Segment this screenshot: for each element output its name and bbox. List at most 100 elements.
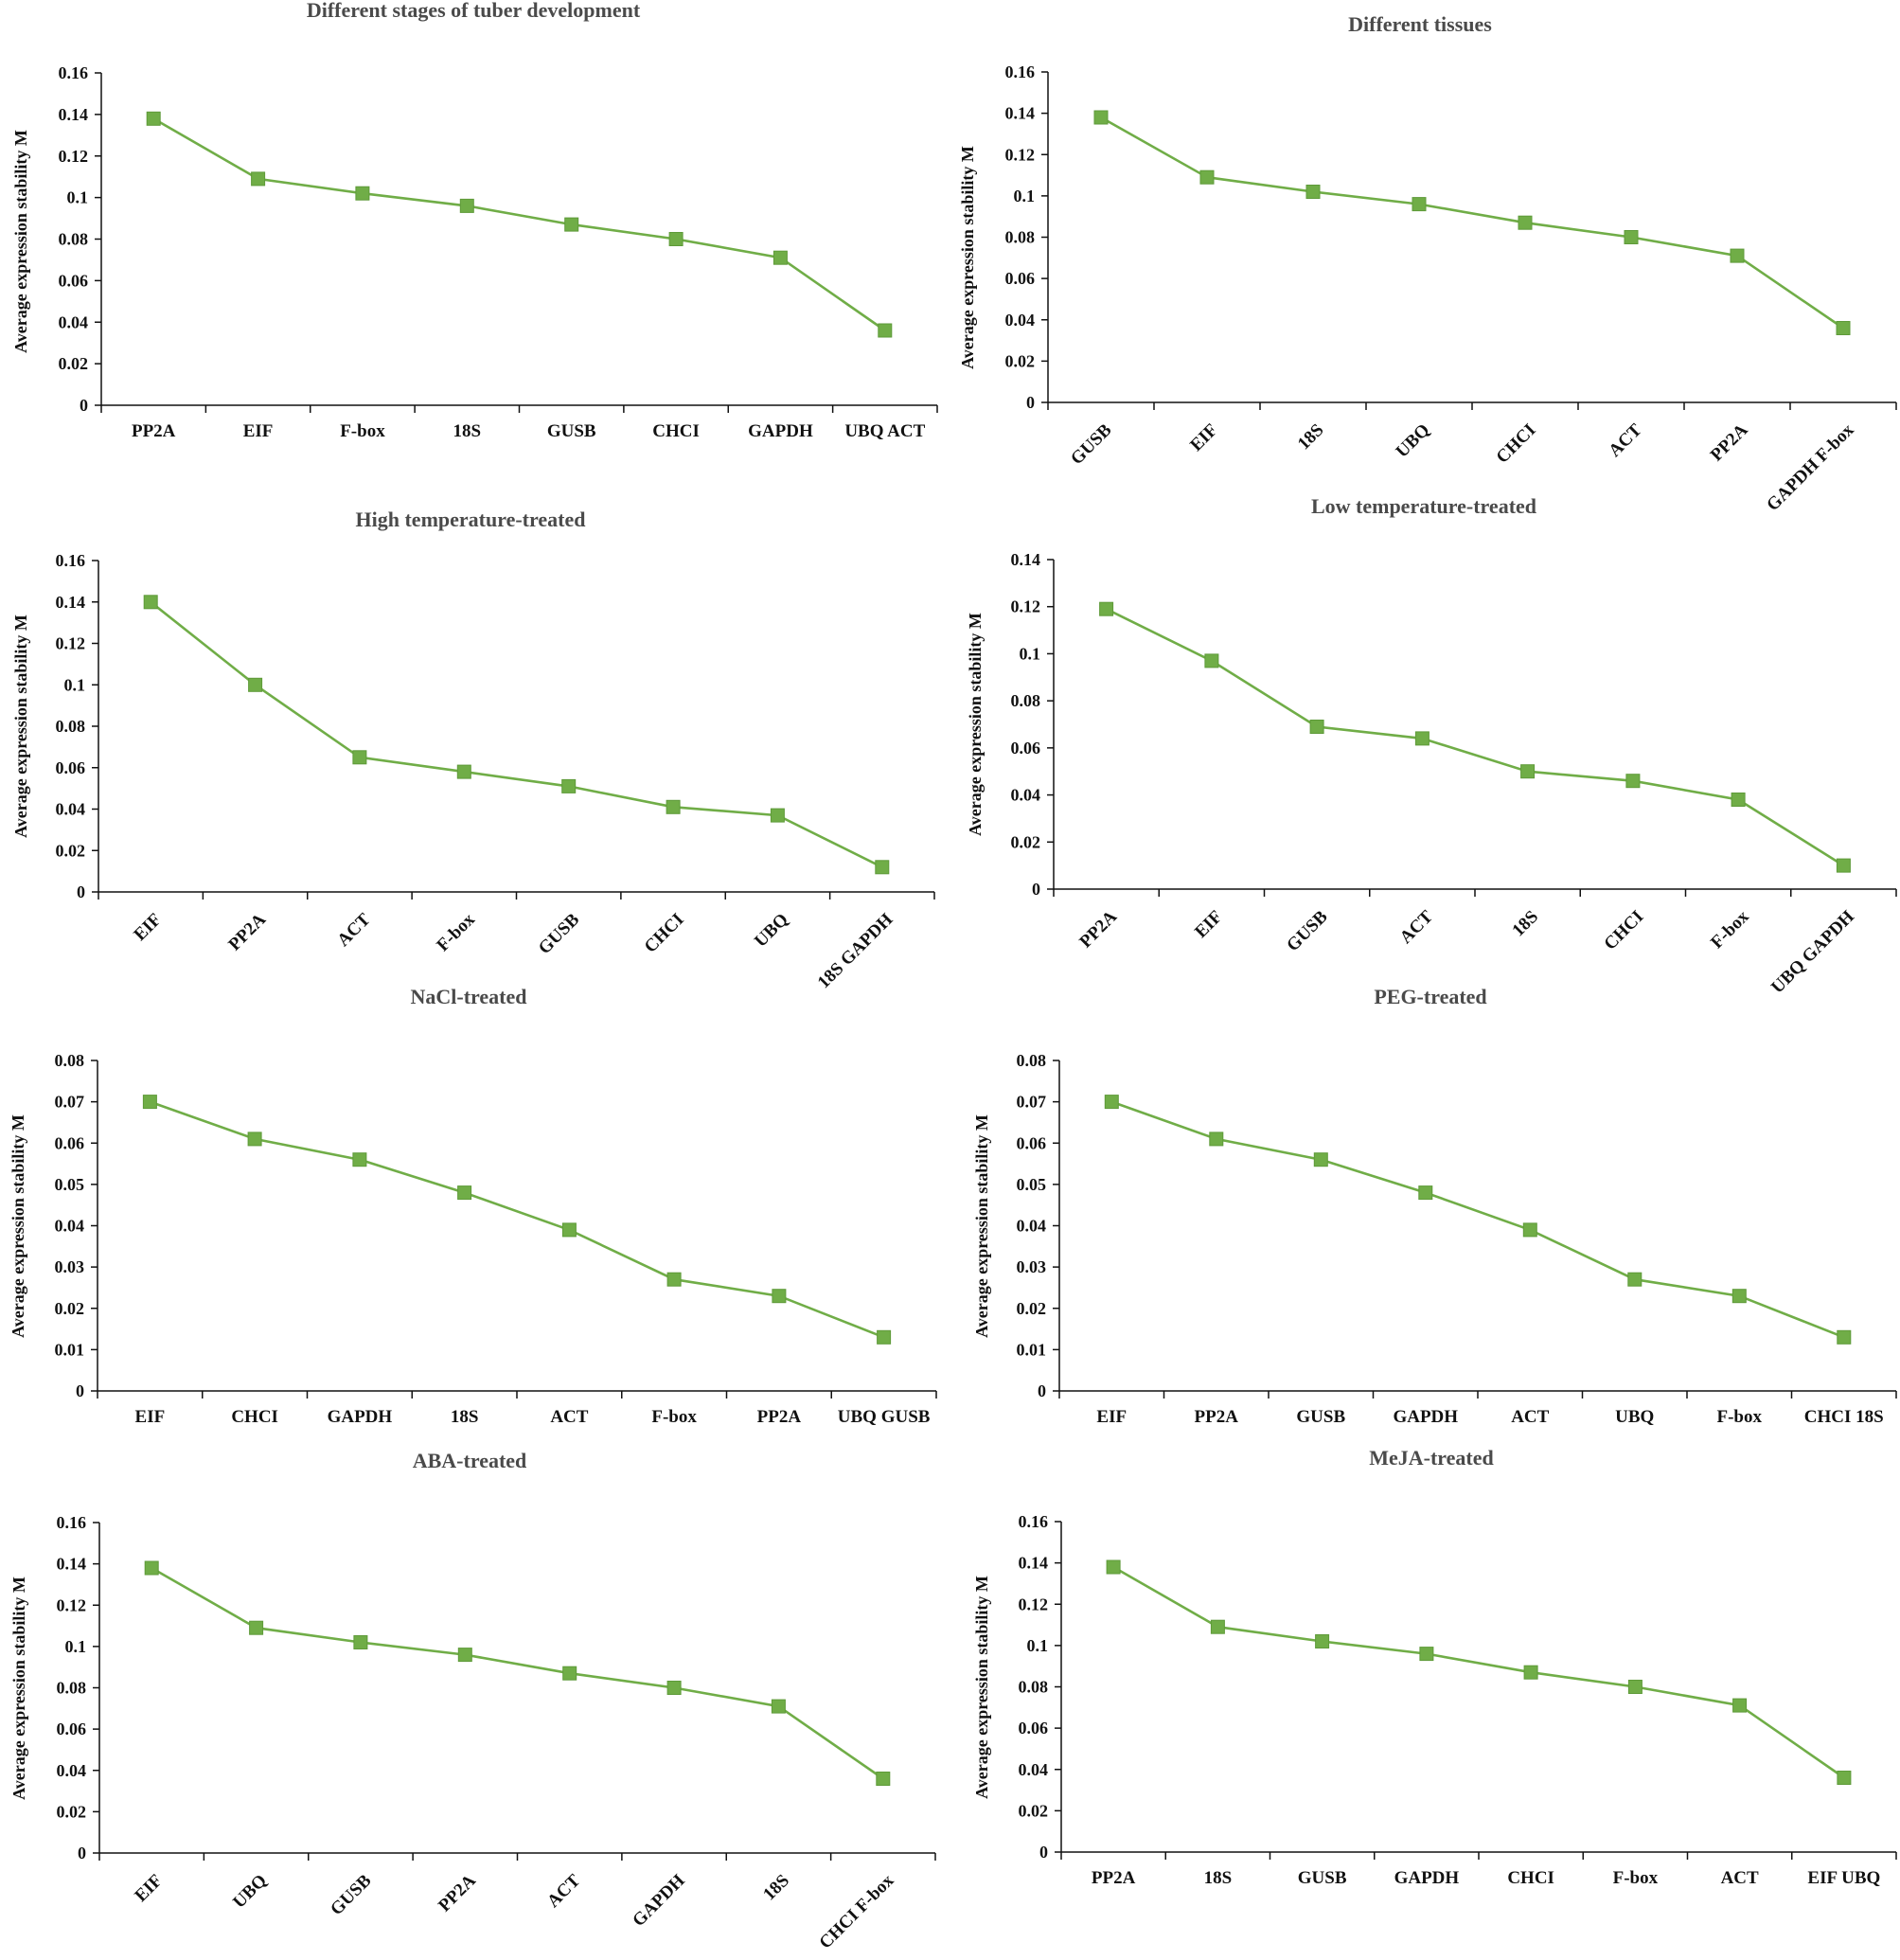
data-point-marker (1731, 793, 1746, 807)
x-tick-label: 18S GAPDH (814, 910, 897, 993)
x-tick-label: EIF (135, 1407, 166, 1427)
data-point-marker (1523, 1665, 1538, 1680)
data-point-marker (1836, 321, 1851, 335)
y-tick-label: 0.14 (57, 1555, 87, 1574)
y-tick-label: 0.04 (59, 312, 89, 331)
x-tick-label: PP2A (757, 1407, 802, 1427)
y-tick-label: 0.14 (1011, 550, 1041, 569)
x-tick-label: EIF (1096, 1407, 1127, 1427)
data-point-marker (1414, 731, 1429, 746)
chart-panel-2: Different tissues Average expression stab… (958, 12, 1897, 515)
x-tick-label: GAPDH (328, 1407, 393, 1427)
y-tick-label: 0.03 (1017, 1257, 1047, 1276)
y-tick-label: 0.03 (55, 1257, 85, 1276)
data-point-marker (1305, 185, 1321, 199)
chart-panel-5: NaCl-treated Average expression stability… (9, 985, 937, 1427)
data-point-marker (561, 778, 577, 793)
y-tick-label: 0 (76, 1381, 84, 1400)
data-point-marker (1209, 1131, 1224, 1147)
data-point-marker (666, 1681, 682, 1695)
x-tick-label: ACT (550, 1407, 588, 1427)
y-tick-label: 0.06 (1005, 269, 1036, 288)
y-tick-label: 0.02 (59, 354, 89, 373)
x-tick-label: 18S (1508, 907, 1542, 941)
y-axis-label: Average expression stability M (9, 1114, 27, 1338)
data-point-marker (1732, 1698, 1748, 1713)
data-point-marker (1204, 653, 1219, 668)
x-tick-label: CHCI (1493, 420, 1540, 468)
y-tick-label: 0.02 (55, 1299, 85, 1318)
y-axis-label: Average expression stability M (958, 146, 977, 369)
x-tick-label: CHCI (1507, 1868, 1554, 1888)
y-axis-label: Average expression stability M (11, 615, 30, 838)
y-tick-label: 0.06 (56, 758, 86, 777)
x-tick-label: UBQ (1615, 1407, 1654, 1427)
y-tick-label: 0 (78, 1844, 86, 1862)
data-point-marker (1518, 215, 1533, 230)
x-tick-label: CHCI F-box (815, 1870, 897, 1952)
y-tick-label: 0 (1039, 1843, 1048, 1862)
y-tick-label: 0.06 (59, 271, 89, 290)
data-point-marker (248, 677, 263, 692)
x-tick-label: 18S (1294, 420, 1328, 454)
x-tick-label: CHCI (1600, 907, 1647, 954)
x-tick-label: ACT (1511, 1407, 1549, 1427)
data-point-marker (877, 1329, 892, 1345)
series-line (150, 600, 883, 868)
x-tick-label: GAPDH (629, 1871, 689, 1932)
x-tick-label: ACT (1605, 419, 1645, 460)
x-tick-label: CHCI (231, 1407, 278, 1427)
y-tick-label: 0.04 (57, 1761, 87, 1780)
y-tick-label: 0.08 (1017, 1051, 1047, 1070)
x-tick-label: 18S (451, 1407, 479, 1427)
data-point-marker (1412, 197, 1427, 212)
y-tick-label: 0.16 (59, 63, 89, 82)
x-tick-label: PP2A (1075, 906, 1121, 952)
chart-title: Low temperature-treated (1311, 494, 1536, 518)
y-tick-label: 0 (1032, 880, 1040, 899)
data-point-marker (1624, 230, 1639, 244)
y-tick-label: 0 (80, 396, 88, 415)
data-point-marker (1522, 1222, 1537, 1238)
y-tick-label: 0.06 (1019, 1719, 1049, 1737)
data-point-marker (561, 1222, 577, 1238)
data-point-marker (1837, 1329, 1852, 1345)
y-tick-label: 0.01 (1017, 1340, 1047, 1359)
x-tick-label: UBQ GAPDH (1767, 907, 1858, 998)
x-tick-label: EIF (131, 1871, 166, 1906)
data-point-marker (1731, 1289, 1747, 1304)
series-line (1112, 1565, 1845, 1779)
y-tick-label: 0.02 (1017, 1299, 1047, 1318)
chart-panel-6: PEG-treated Average expression stability … (972, 985, 1897, 1427)
x-tick-label: GAPDH (1393, 1407, 1458, 1427)
x-tick-label: UBQ (229, 1871, 271, 1913)
series-line (152, 117, 886, 332)
data-point-marker (456, 764, 471, 779)
x-tick-label: GUSB (1296, 1407, 1345, 1427)
series-line (1100, 116, 1844, 330)
x-tick-label: EIF (1186, 420, 1221, 455)
data-point-marker (564, 217, 579, 232)
y-tick-label: 0.16 (57, 1513, 87, 1532)
data-point-marker (1313, 1152, 1328, 1167)
y-tick-label: 0.06 (57, 1719, 87, 1738)
data-point-marker (666, 799, 681, 814)
y-tick-label: 0.12 (57, 1595, 87, 1614)
chart-panel-7: ABA-treated Average expression stability … (9, 1449, 936, 1953)
x-tick-label: EIF UBQ (1807, 1868, 1880, 1888)
chart-panel-3: High temperature-treated Average expressi… (11, 508, 935, 993)
x-tick-label: 18S (759, 1871, 793, 1905)
data-point-marker (876, 1772, 891, 1786)
chart-title: Different stages of tuber development (307, 0, 641, 22)
data-point-marker (875, 860, 890, 875)
data-point-marker (1309, 720, 1324, 734)
x-tick-label: GAPDH (748, 421, 813, 441)
data-point-marker (143, 595, 158, 610)
chart-title: PEG-treated (1374, 985, 1486, 1008)
x-tick-label: UBQ ACT (844, 421, 925, 441)
x-tick-label: GUSB (327, 1870, 376, 1919)
y-tick-label: 0.12 (59, 147, 89, 166)
y-tick-label: 0.04 (56, 800, 86, 819)
y-tick-label: 0.04 (1017, 1217, 1047, 1236)
